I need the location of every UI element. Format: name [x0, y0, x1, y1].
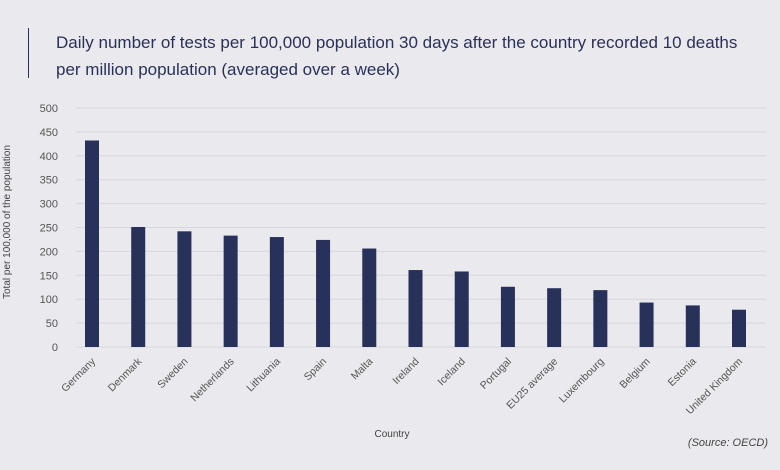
bar-malta: [362, 248, 377, 347]
y-tick-label: 100: [40, 294, 58, 306]
y-tick-label: 150: [40, 270, 58, 282]
y-tick-label: 50: [46, 318, 58, 330]
bar-eu25-average: [547, 288, 562, 347]
source-note: (Source: OECD): [687, 437, 768, 449]
x-tick-label: Sweden: [155, 356, 190, 391]
x-tick-label: Ireland: [390, 356, 421, 387]
y-tick-label: 200: [40, 246, 58, 258]
y-tick-label: 250: [40, 223, 58, 235]
bar-spain: [316, 239, 331, 347]
x-tick-label: Denmark: [106, 355, 145, 394]
y-tick-label: 450: [40, 127, 58, 139]
y-tick-label: 350: [40, 175, 58, 187]
bar-estonia: [685, 305, 700, 347]
x-tick-label: Netherlands: [188, 356, 237, 405]
bar-belgium: [639, 302, 654, 347]
x-axis-title: Country: [374, 429, 409, 440]
x-tick-label: Belgium: [617, 355, 652, 390]
bar-luxembourg: [593, 290, 608, 347]
bar-lithuania: [269, 237, 284, 347]
bar-portugal: [500, 286, 515, 347]
bar-sweden: [177, 231, 192, 347]
x-tick-label: Portugal: [478, 356, 514, 392]
x-tick-label: Spain: [302, 356, 330, 384]
x-tick-label: Malta: [349, 356, 376, 383]
y-tick-label: 300: [40, 199, 58, 211]
y-tick-label: 400: [40, 151, 58, 163]
y-axis-title: Total per 100,000 of the population: [2, 145, 13, 299]
x-tick-label: Lithuania: [244, 356, 283, 395]
bar-denmark: [131, 227, 146, 347]
bar-united-kingdom: [732, 309, 746, 347]
bar-netherlands: [223, 235, 238, 347]
bar-germany: [85, 140, 99, 347]
x-tick-label: Estonia: [666, 356, 699, 389]
x-tick-label: Germany: [59, 355, 99, 395]
x-tick-label: Iceland: [435, 356, 468, 389]
title-accent-line: [28, 28, 29, 78]
y-tick-label: 500: [40, 103, 58, 115]
bar-iceland: [454, 271, 469, 347]
y-tick-label: 0: [52, 342, 58, 354]
x-tick-label: Luxembourg: [557, 356, 607, 406]
chart-title: Daily number of tests per 100,000 popula…: [56, 33, 738, 79]
bar-ireland: [408, 270, 423, 347]
